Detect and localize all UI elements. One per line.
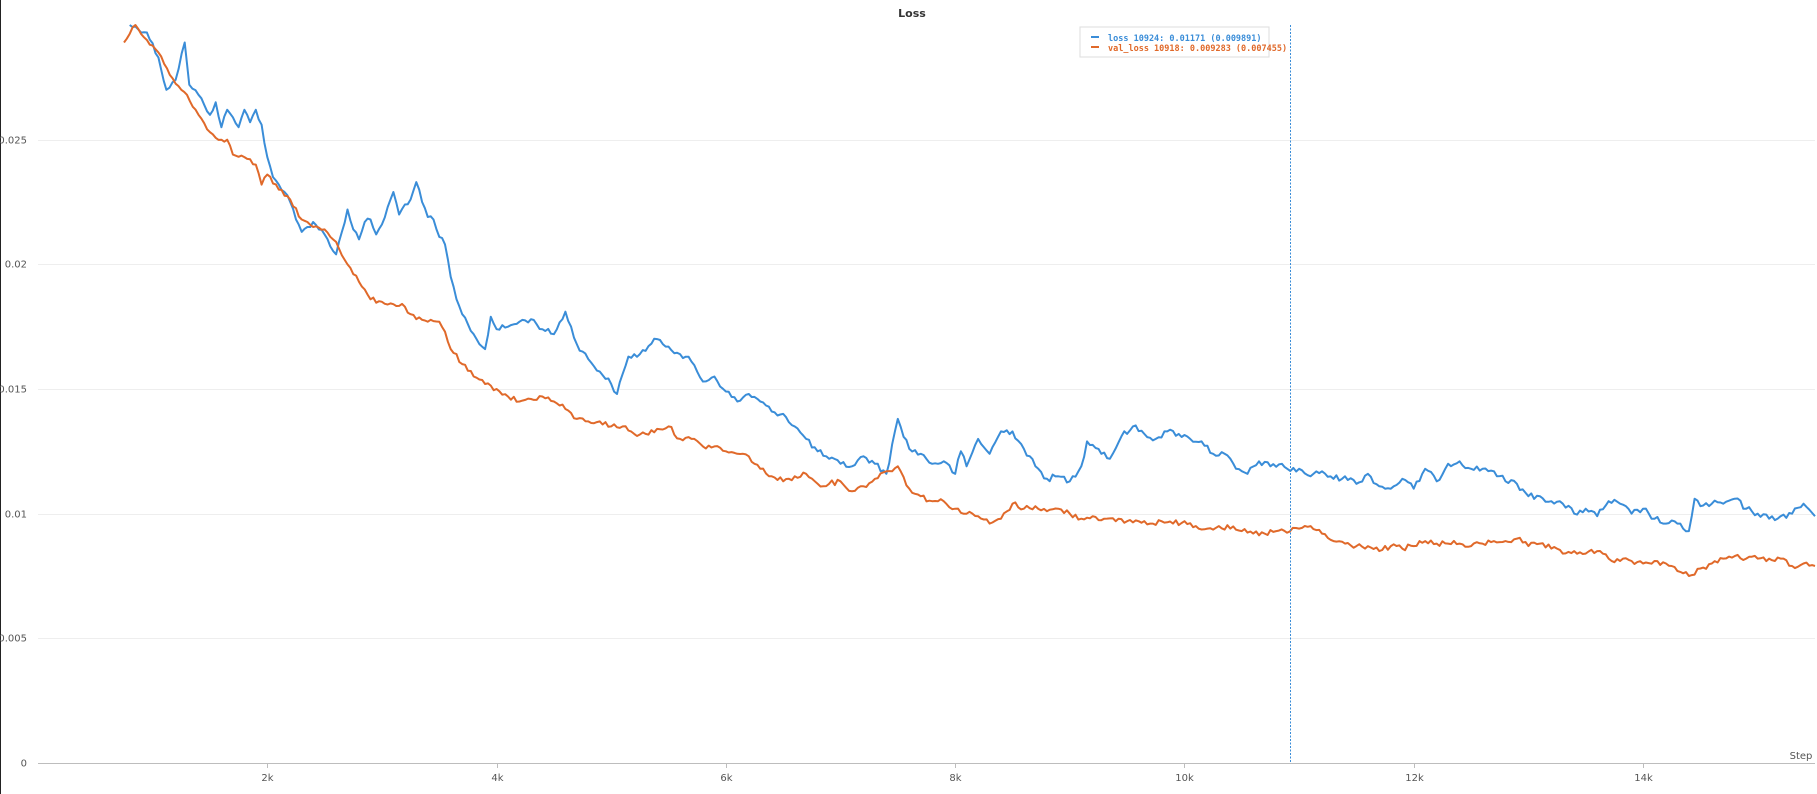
y-tick-label: 0	[21, 759, 27, 770]
y-tick-label: 0.025	[0, 136, 27, 147]
y-tick-label: 0.015	[0, 385, 27, 396]
legend-entry-val-loss: val_loss 10918: 0.009283 (0.007455)	[1108, 44, 1287, 54]
axes: Step 0 0.005 0.01 0.015 0.02 0.025 2k 4k 6k 8k 10k…	[0, 136, 1815, 784]
series-line-val-loss	[123, 24, 1816, 577]
x-tick-label: 12k	[1405, 773, 1424, 784]
x-tick-label: 10k	[1175, 773, 1194, 784]
x-tick-label: 4k	[491, 773, 503, 784]
gridlines	[38, 140, 1815, 639]
legend: loss 10924: 0.01171 (0.009891) val_loss …	[1079, 26, 1287, 58]
chart-title: Loss	[898, 7, 926, 20]
legend-entry-loss: loss 10924: 0.01171 (0.009891)	[1108, 34, 1262, 44]
series-lines	[123, 24, 1816, 577]
y-tick-label: 0.01	[5, 510, 27, 521]
x-tick-label: 8k	[949, 773, 961, 784]
y-tick-label: 0.005	[0, 634, 27, 645]
x-axis-label: Step	[1790, 751, 1813, 762]
x-tick-label: 2k	[261, 773, 273, 784]
x-tick-label: 6k	[720, 773, 732, 784]
x-tick-label: 14k	[1634, 773, 1653, 784]
series-line-loss	[129, 24, 1816, 533]
y-tick-label: 0.02	[5, 260, 27, 271]
legend-box	[1079, 26, 1270, 58]
